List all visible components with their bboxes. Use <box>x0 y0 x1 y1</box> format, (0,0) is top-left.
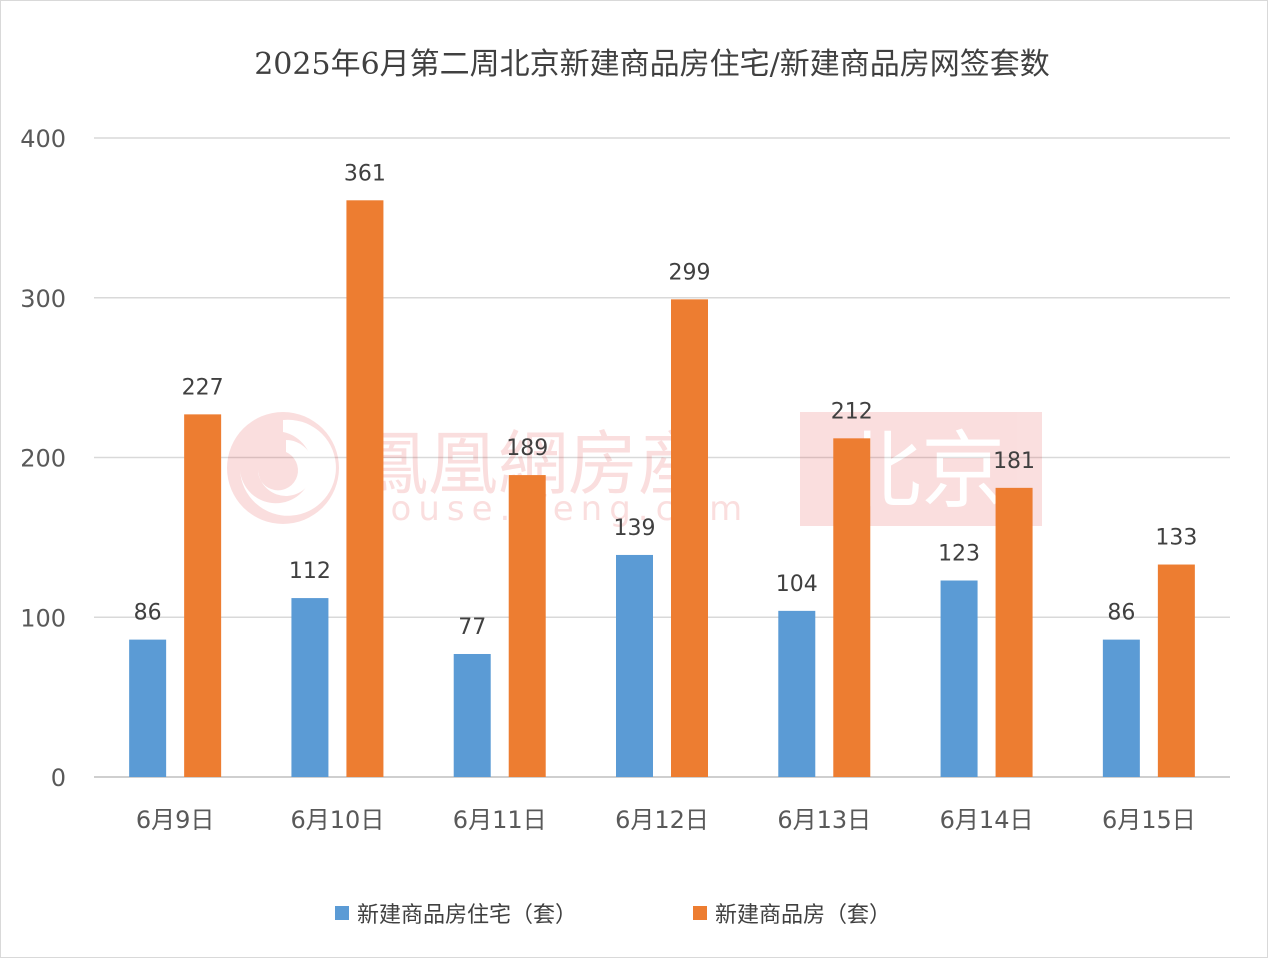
data-label-commercial: 299 <box>669 260 711 285</box>
y-tick-label: 300 <box>20 285 66 313</box>
bar-commercial <box>671 299 708 777</box>
bar-residential <box>616 554 653 777</box>
x-tick-label: 6月10日 <box>291 806 385 834</box>
legend-swatch <box>335 906 349 920</box>
x-tick-label: 6月15日 <box>1102 806 1196 834</box>
data-label-commercial: 212 <box>831 399 873 424</box>
bar-commercial <box>833 438 871 777</box>
bar-residential <box>129 639 167 777</box>
x-tick-label: 6月14日 <box>940 806 1034 834</box>
y-tick-label: 0 <box>51 764 66 792</box>
bar-residential <box>453 653 491 777</box>
bar-residential <box>291 598 329 777</box>
data-label-commercial: 227 <box>182 375 224 400</box>
data-labels: 86 227 112 361 77 189 139 299 104 212 123 181 86 133 <box>134 161 1198 640</box>
data-label-residential: 112 <box>289 559 331 584</box>
data-label-residential: 77 <box>458 615 486 640</box>
data-label-commercial: 181 <box>993 449 1035 474</box>
bar-commercial <box>508 475 546 777</box>
x-tick-label: 6月13日 <box>777 806 871 834</box>
x-tick-label: 6月11日 <box>453 806 547 834</box>
data-label-commercial: 189 <box>506 436 548 461</box>
bar-commercial <box>1157 564 1195 777</box>
y-tick-label: 100 <box>20 604 66 632</box>
legend-label: 新建商品房住宅（套） <box>357 903 577 928</box>
x-tick-label: 6月9日 <box>136 806 215 834</box>
data-label-residential: 86 <box>134 601 162 626</box>
bar-commercial <box>184 414 222 777</box>
data-label-commercial: 133 <box>1155 526 1197 551</box>
data-label-residential: 104 <box>776 572 818 597</box>
bar-residential <box>940 580 978 777</box>
data-label-residential: 139 <box>614 516 656 541</box>
data-label-commercial: 361 <box>344 161 386 186</box>
legend-swatch <box>693 906 707 920</box>
y-axis: 0 100 200 300 400 <box>20 125 66 792</box>
chart-title: 2025年6月第二周北京新建商品房住宅/新建商品房网签套数 <box>254 47 1050 82</box>
legend-label: 新建商品房（套） <box>715 903 891 928</box>
data-label-residential: 86 <box>1107 601 1135 626</box>
bar-commercial <box>346 200 384 778</box>
x-tick-label: 6月12日 <box>615 806 709 834</box>
bar-residential <box>778 610 816 777</box>
y-tick-label: 400 <box>20 125 66 153</box>
legend: 新建商品房住宅（套） 新建商品房（套） <box>335 903 891 928</box>
data-label-residential: 123 <box>938 542 980 567</box>
bars <box>129 200 1195 778</box>
gridlines <box>94 137 1230 778</box>
x-axis: 6月9日 6月10日 6月11日 6月12日 6月13日 6月14日 6月15日 <box>136 806 1196 834</box>
bar-residential <box>1102 639 1140 777</box>
bar-commercial <box>995 487 1033 777</box>
y-tick-label: 200 <box>20 445 66 473</box>
phoenix-logo-icon <box>227 412 339 524</box>
